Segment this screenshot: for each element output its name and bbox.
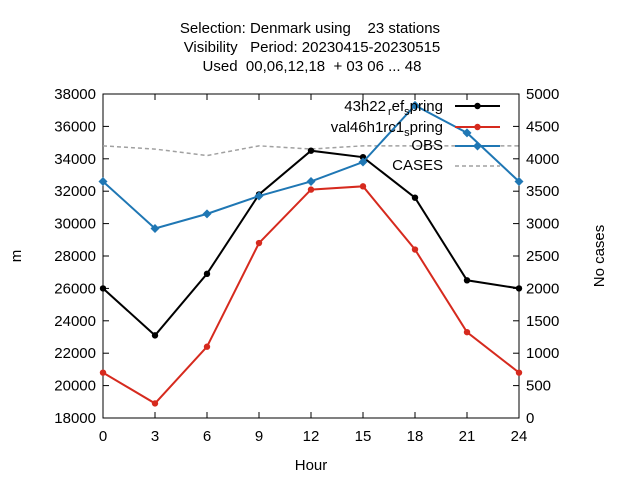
y2-tick-label: 1500 (526, 313, 559, 330)
legend-label-obs: OBS (411, 137, 443, 154)
point-obs (514, 176, 524, 186)
point-val46h1rc1-spring (255, 239, 263, 247)
point-val46h1rc1-spring (463, 328, 471, 336)
point-val46h1rc1-spring (203, 343, 211, 350)
point-obs (150, 223, 160, 233)
point-val46h1rc1-spring (359, 183, 367, 190)
legend-marker-obs (473, 141, 482, 151)
chart-title-line-2: Visibility Period: 20230415-20230515 (184, 39, 441, 56)
series-line-obs (102, 104, 520, 230)
chart-title-line-3: Used 00,06,12,18 + 03 06 ... 48 (203, 58, 422, 75)
legend-val-main: val46h1rc1 (331, 119, 404, 136)
y-axis-label: m (8, 250, 25, 263)
y-tick-label: 20000 (54, 378, 96, 395)
point-43h22-ref-spring (99, 285, 107, 292)
y2-tick-label: 500 (526, 378, 551, 395)
plot-frame (102, 93, 520, 419)
point-43h22-ref-spring (463, 277, 471, 284)
point-val46h1rc1-spring (99, 369, 107, 376)
legend-ref-tail: pring (410, 98, 443, 115)
point-43h22-ref-spring (515, 285, 523, 292)
x-axis-label: Hour (295, 457, 328, 474)
x-tick-label: 6 (203, 428, 211, 445)
x-tick-label: 15 (355, 428, 372, 445)
point-43h22-ref-spring (359, 153, 367, 161)
y-tick-label: 38000 (54, 86, 96, 103)
legend: 43h22 refspring val46h1rc1spring OBS CASE… (331, 98, 500, 174)
point-43h22-ref-spring (411, 194, 419, 201)
point-val46h1rc1-spring (411, 246, 419, 253)
y-tick-label: 32000 (54, 183, 96, 200)
y-tick-label: 30000 (54, 216, 96, 233)
x-tick-label: 18 (407, 428, 424, 445)
legend-ref-sub-s: s (404, 106, 410, 118)
y2-tick-label: 4500 (526, 118, 559, 135)
legend-val-sub-s: s (404, 127, 410, 139)
axis-ticks: 1800020000220002400026000280003000032000… (54, 86, 559, 445)
x-tick-label: 3 (151, 428, 159, 445)
point-obs (462, 128, 472, 138)
legend-val-tail: pring (410, 119, 443, 136)
y2-tick-label: 1000 (526, 345, 559, 362)
y2-tick-label: 2500 (526, 248, 559, 265)
legend-label-val: val46h1rc1spring (331, 119, 443, 139)
point-43h22-ref-spring (151, 332, 159, 339)
point-val46h1rc1-spring (515, 369, 523, 376)
point-obs (98, 176, 108, 186)
x-tick-label: 21 (459, 428, 476, 445)
x-tick-label: 24 (511, 428, 528, 445)
legend-label-ref: 43h22 refspring (344, 98, 443, 118)
legend-marker-val46h1rc1-spring (474, 123, 481, 131)
legend-marker-43h22-ref-spring (474, 102, 481, 110)
legend-ref-mid: ef (392, 98, 405, 115)
point-43h22-ref-spring (203, 270, 211, 278)
y2-tick-label: 2000 (526, 280, 559, 297)
point-obs (410, 100, 420, 110)
y-tick-label: 22000 (54, 345, 96, 362)
point-obs (306, 176, 316, 186)
y2-tick-label: 0 (526, 410, 534, 427)
legend-ref-sub-r: r (388, 106, 392, 118)
y-tick-label: 18000 (54, 410, 96, 427)
series-line-val46h1rc1-spring (102, 185, 520, 405)
point-val46h1rc1-spring (151, 400, 159, 407)
legend-ref-main: 43h22 (344, 98, 386, 115)
y-tick-label: 34000 (54, 151, 96, 168)
x-tick-label: 9 (255, 428, 263, 445)
point-obs (358, 157, 368, 167)
point-43h22-ref-spring (307, 147, 315, 154)
y2-tick-label: 4000 (526, 151, 559, 168)
point-val46h1rc1-spring (307, 186, 315, 193)
point-obs (254, 191, 264, 201)
y2-tick-label: 3000 (526, 216, 559, 233)
y-tick-label: 28000 (54, 248, 96, 265)
x-tick-label: 12 (303, 428, 320, 445)
y-tick-label: 24000 (54, 313, 96, 330)
legend-label-cases: CASES (392, 157, 443, 174)
y2-axis-label: No cases (591, 225, 608, 288)
x-tick-label: 0 (99, 428, 107, 445)
y-tick-label: 26000 (54, 280, 96, 297)
point-obs (202, 209, 212, 219)
y2-tick-label: 5000 (526, 86, 559, 103)
y2-tick-label: 3500 (526, 183, 559, 200)
series-layer (98, 100, 524, 407)
y-tick-label: 36000 (54, 118, 96, 135)
chart-title-line-1: Selection: Denmark using 23 stations (180, 20, 440, 37)
